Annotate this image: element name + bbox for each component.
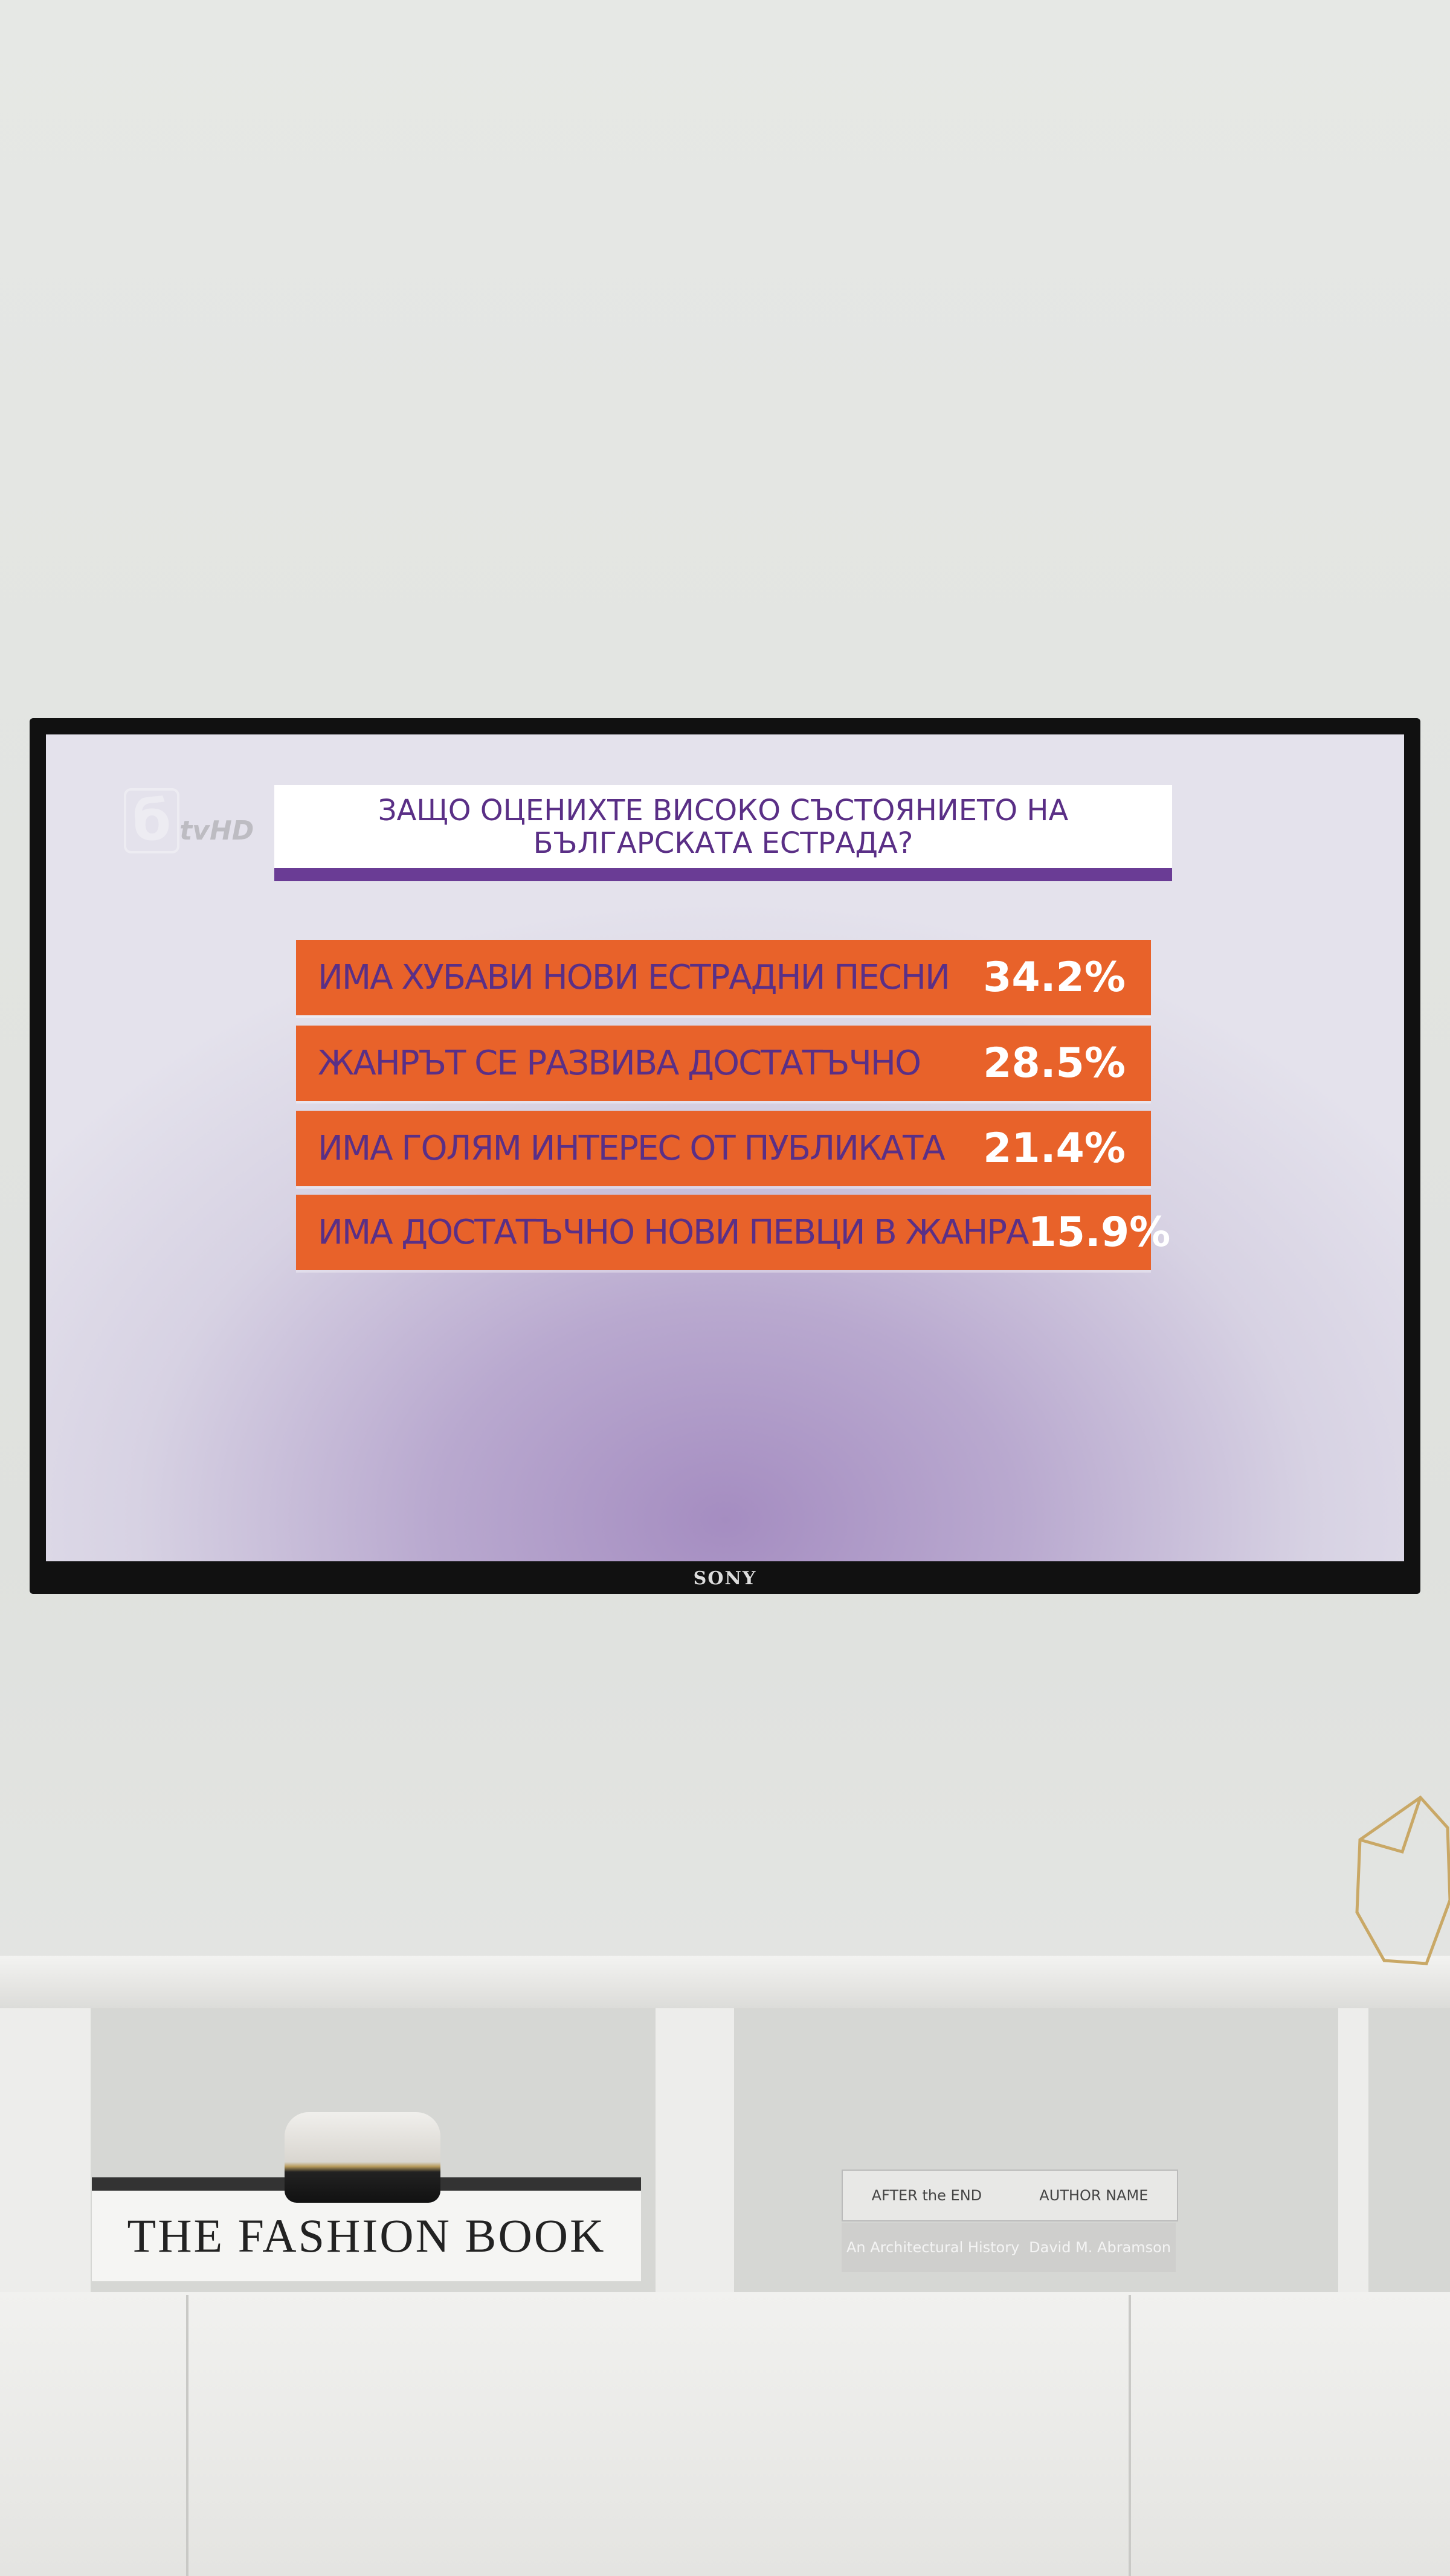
poll-row: ИМА ДОСТАТЪЧНО НОВИ ПЕВЦИ В ЖАНРА 15.9% [296, 1195, 1170, 1270]
poll-label: ИМА ДОСТАТЪЧНО НОВИ ПЕВЦИ В ЖАНРА [318, 1213, 1029, 1252]
poll-value: 15.9% [1028, 1209, 1171, 1256]
book: An Architectural History David M. Abramso… [842, 2223, 1176, 2272]
cabinet-seam [1129, 2295, 1131, 2576]
book-author: David M. Abramson [1029, 2239, 1171, 2256]
tv-brand: SONY [693, 1568, 757, 1589]
cabinet-seam [186, 2295, 188, 2576]
book-stack: AFTER the END AUTHOR NAME An Architectura… [842, 2170, 1178, 2275]
book: AFTER the END AUTHOR NAME [842, 2170, 1178, 2221]
geometric-ornament [1355, 1795, 1450, 1965]
book-title: THE FASHION BOOK [127, 2209, 606, 2262]
book-title: An Architectural History [846, 2239, 1020, 2256]
poll-label: ИМА ГОЛЯМ ИНТЕРЕС ОТ ПУБЛИКАТА [318, 1129, 946, 1168]
poll-title: ЗАЩО ОЦЕНИХТЕ ВИСОКО СЪСТОЯНИЕТО НА БЪЛГ… [378, 793, 1069, 860]
book-title: AFTER the END [871, 2187, 982, 2204]
logo-text: tv [179, 815, 210, 846]
cabinet [0, 2292, 1450, 2576]
shelf-divider [656, 2008, 734, 2292]
channel-logo: б tvHD [124, 788, 281, 855]
poll-label: ЖАНРЪТ СЕ РАЗВИВА ДОСТАТЪЧНО [318, 1044, 921, 1083]
poll-value: 28.5% [983, 1039, 1126, 1087]
poll-row: ИМА ГОЛЯМ ИНТЕРЕС ОТ ПУБЛИКАТА 21.4% [296, 1111, 1151, 1186]
poll-row: ЖАНРЪТ СЕ РАЗВИВА ДОСТАТЪЧНО 28.5% [296, 1026, 1151, 1101]
logo-mark: б [124, 788, 180, 853]
title-box: ЗАЩО ОЦЕНИХТЕ ВИСОКО СЪСТОЯНИЕТО НА БЪЛГ… [274, 785, 1172, 868]
shelf-divider [0, 2008, 91, 2292]
logo-badge: HD [209, 815, 254, 846]
bowl [285, 2112, 440, 2203]
poll-row: ИМА ХУБАВИ НОВИ ЕСТРАДНИ ПЕСНИ 34.2% [296, 940, 1151, 1015]
title-underline [274, 868, 1172, 881]
shelf-divider [1338, 2008, 1368, 2292]
poll-label: ИМА ХУБАВИ НОВИ ЕСТРАДНИ ПЕСНИ [318, 958, 950, 997]
poll-value: 34.2% [983, 954, 1126, 1001]
shelf-top [0, 1956, 1450, 2008]
book-author: AUTHOR NAME [1039, 2187, 1149, 2204]
poll-value: 21.4% [983, 1125, 1126, 1172]
